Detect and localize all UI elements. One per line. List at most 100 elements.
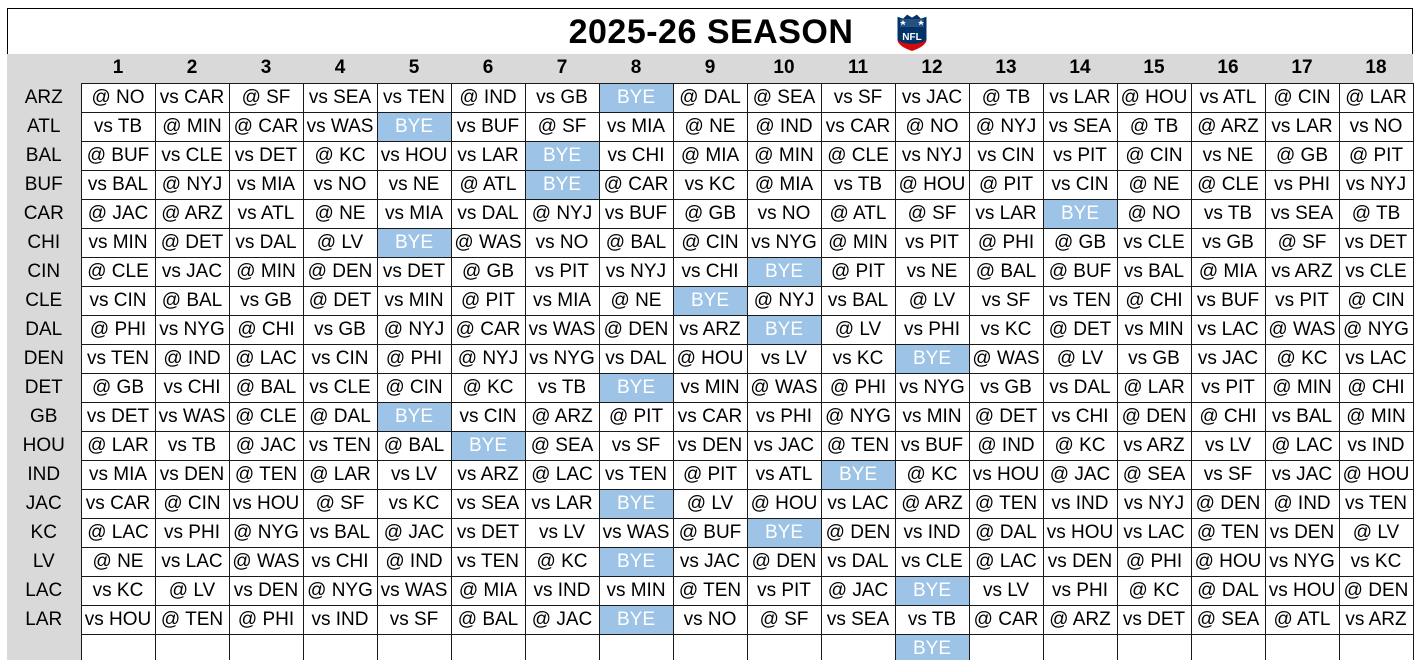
- game-cell[interactable]: @ ATL: [1264, 604, 1340, 635]
- game-cell[interactable]: @ WAS: [1264, 314, 1340, 345]
- game-cell[interactable]: vs BUF: [598, 198, 674, 229]
- game-cell[interactable]: @ LV: [1042, 343, 1118, 374]
- game-cell[interactable]: vs PIT: [1190, 372, 1266, 403]
- bye-cell[interactable]: BYE: [376, 401, 452, 432]
- game-cell[interactable]: @ SF: [1264, 227, 1340, 258]
- game-cell[interactable]: @ CAR: [598, 169, 674, 200]
- game-cell[interactable]: vs TEN: [1042, 285, 1118, 316]
- bye-cell[interactable]: BYE: [746, 314, 822, 345]
- game-cell[interactable]: vs HOU: [80, 604, 156, 635]
- game-cell[interactable]: vs HOU: [228, 488, 304, 519]
- game-cell[interactable]: @ CIN: [154, 488, 230, 519]
- game-cell[interactable]: @ NYJ: [450, 343, 526, 374]
- game-cell[interactable]: vs DAL: [1042, 372, 1118, 403]
- game-cell[interactable]: @ KC: [1116, 575, 1192, 606]
- game-cell[interactable]: @ BAL: [968, 256, 1044, 287]
- game-cell[interactable]: [80, 633, 156, 660]
- game-cell[interactable]: @ IND: [1264, 488, 1340, 519]
- game-cell[interactable]: @ KC: [302, 140, 378, 171]
- game-cell[interactable]: @ TEN: [1190, 517, 1266, 548]
- bye-cell[interactable]: BYE: [894, 575, 970, 606]
- game-cell[interactable]: @ SF: [302, 488, 378, 519]
- game-cell[interactable]: [1338, 633, 1414, 660]
- game-cell[interactable]: vs GB: [302, 314, 378, 345]
- game-cell[interactable]: vs DET: [228, 140, 304, 171]
- game-cell[interactable]: vs BAL: [1264, 401, 1340, 432]
- game-cell[interactable]: @ DAL: [672, 82, 748, 113]
- bye-cell[interactable]: BYE: [746, 256, 822, 287]
- game-cell[interactable]: vs IND: [524, 575, 600, 606]
- game-cell[interactable]: @ HOU: [746, 488, 822, 519]
- game-cell[interactable]: vs CLE: [894, 546, 970, 577]
- game-cell[interactable]: @ MIA: [1190, 256, 1266, 287]
- game-cell[interactable]: @ MIN: [228, 256, 304, 287]
- game-cell[interactable]: @ LAC: [80, 517, 156, 548]
- game-cell[interactable]: vs CAR: [154, 82, 230, 113]
- game-cell[interactable]: @ SF: [524, 111, 600, 142]
- game-cell[interactable]: vs LAR: [1264, 111, 1340, 142]
- game-cell[interactable]: vs ARZ: [672, 314, 748, 345]
- bye-cell[interactable]: BYE: [598, 372, 674, 403]
- game-cell[interactable]: @ CAR: [968, 604, 1044, 635]
- game-cell[interactable]: vs TB: [1190, 198, 1266, 229]
- game-cell[interactable]: vs DEN: [154, 459, 230, 490]
- game-cell[interactable]: @ NE: [302, 198, 378, 229]
- game-cell[interactable]: @ PHI: [376, 343, 452, 374]
- game-cell[interactable]: @ PIT: [598, 401, 674, 432]
- game-cell[interactable]: vs MIA: [228, 169, 304, 200]
- bye-cell[interactable]: BYE: [376, 227, 452, 258]
- game-cell[interactable]: [598, 633, 674, 660]
- game-cell[interactable]: @ NYG: [228, 517, 304, 548]
- game-cell[interactable]: vs LV: [746, 343, 822, 374]
- game-cell[interactable]: vs PHI: [154, 517, 230, 548]
- game-cell[interactable]: vs JAC: [672, 546, 748, 577]
- game-cell[interactable]: vs CIN: [968, 140, 1044, 171]
- game-cell[interactable]: [1190, 633, 1266, 660]
- game-cell[interactable]: vs GB: [1190, 227, 1266, 258]
- game-cell[interactable]: @ GB: [1042, 227, 1118, 258]
- game-cell[interactable]: vs SEA: [302, 82, 378, 113]
- game-cell[interactable]: @ GB: [1264, 140, 1340, 171]
- game-cell[interactable]: vs PHI: [1042, 575, 1118, 606]
- game-cell[interactable]: @ NO: [80, 82, 156, 113]
- game-cell[interactable]: @ ATL: [450, 169, 526, 200]
- game-cell[interactable]: [228, 633, 304, 660]
- game-cell[interactable]: @ LAC: [968, 546, 1044, 577]
- game-cell[interactable]: @ CLE: [1190, 169, 1266, 200]
- game-cell[interactable]: vs DEN: [228, 575, 304, 606]
- game-cell[interactable]: vs IND: [894, 517, 970, 548]
- game-cell[interactable]: vs TEN: [1338, 488, 1414, 519]
- game-cell[interactable]: vs BAL: [80, 169, 156, 200]
- game-cell[interactable]: vs PIT: [746, 575, 822, 606]
- game-cell[interactable]: vs SF: [376, 604, 452, 635]
- game-cell[interactable]: @ IND: [376, 546, 452, 577]
- bye-cell[interactable]: BYE: [672, 285, 748, 316]
- bye-cell[interactable]: BYE: [1042, 198, 1118, 229]
- game-cell[interactable]: @ DAL: [1190, 575, 1266, 606]
- game-cell[interactable]: vs DET: [1338, 227, 1414, 258]
- game-cell[interactable]: vs SEA: [1264, 198, 1340, 229]
- game-cell[interactable]: [450, 633, 526, 660]
- bye-cell[interactable]: BYE: [746, 517, 822, 548]
- game-cell[interactable]: @ LV: [820, 314, 896, 345]
- game-cell[interactable]: vs SF: [820, 82, 896, 113]
- game-cell[interactable]: [1264, 633, 1340, 660]
- game-cell[interactable]: @ DEN: [1116, 401, 1192, 432]
- game-cell[interactable]: vs ARZ: [1264, 256, 1340, 287]
- game-cell[interactable]: @ NE: [672, 111, 748, 142]
- game-cell[interactable]: @ SF: [746, 604, 822, 635]
- game-cell[interactable]: @ LAR: [80, 430, 156, 461]
- game-cell[interactable]: vs NYJ: [894, 140, 970, 171]
- game-cell[interactable]: vs DEN: [672, 430, 748, 461]
- game-cell[interactable]: vs CAR: [80, 488, 156, 519]
- game-cell[interactable]: vs KC: [968, 314, 1044, 345]
- game-cell[interactable]: @ LAR: [302, 459, 378, 490]
- game-cell[interactable]: vs WAS: [598, 517, 674, 548]
- game-cell[interactable]: vs CHI: [302, 546, 378, 577]
- game-cell[interactable]: @ ARZ: [894, 488, 970, 519]
- game-cell[interactable]: @ CHI: [1116, 285, 1192, 316]
- game-cell[interactable]: vs SEA: [450, 488, 526, 519]
- game-cell[interactable]: @ CLE: [820, 140, 896, 171]
- game-cell[interactable]: vs MIN: [672, 372, 748, 403]
- game-cell[interactable]: @ DEN: [598, 314, 674, 345]
